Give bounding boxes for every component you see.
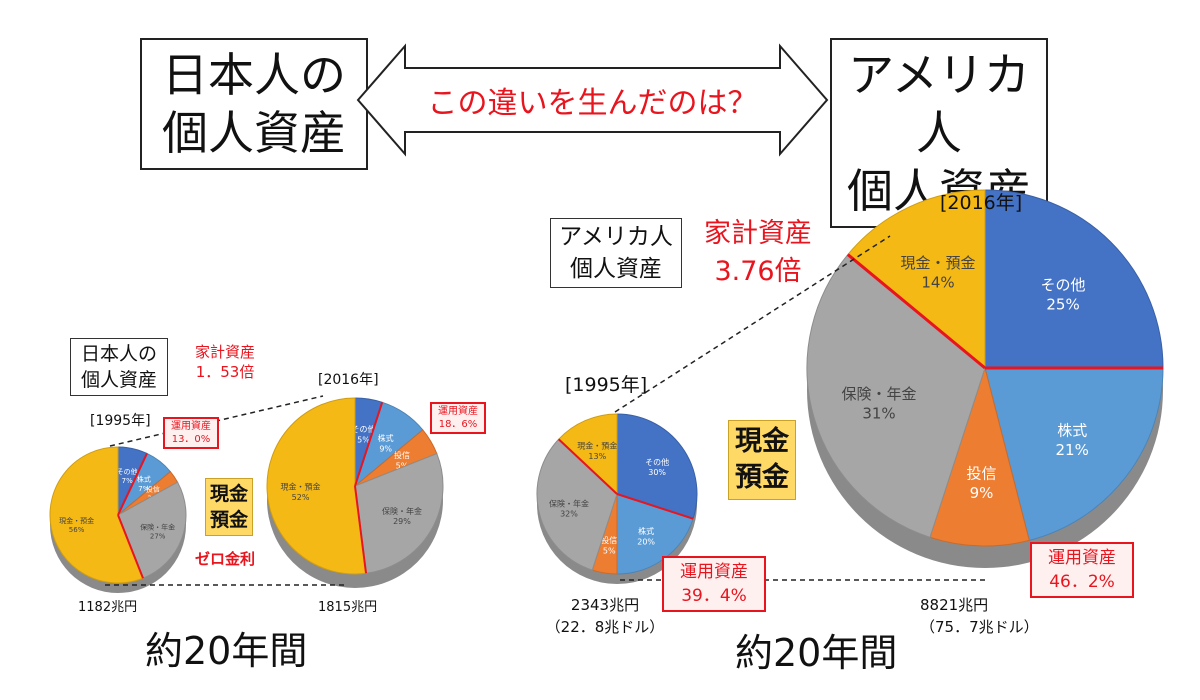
slice-label-2-2: 投信 5% bbox=[601, 535, 617, 555]
slice-label-0-0: その他 7% bbox=[117, 467, 138, 485]
japan-total-1995: 1182兆円 bbox=[78, 600, 138, 615]
usa-invest-1995-label: 運用資産 bbox=[680, 562, 748, 582]
slice-label-1-0: その他 5% bbox=[352, 424, 376, 444]
japan-title-line2: 個人資産 bbox=[80, 369, 157, 391]
slice-label-0-4: 現金・預金 56% bbox=[59, 516, 94, 534]
pie-slice-1-4 bbox=[266, 397, 367, 575]
usa-invest-1995: 運用資産 39．4% bbox=[662, 556, 766, 612]
usa-invest-2016: 運用資産 46．2% bbox=[1030, 542, 1134, 598]
usa-total-2016-usd: （75．7兆ドル） bbox=[920, 618, 1039, 636]
japan-growth-value: 1．53倍 bbox=[195, 363, 255, 381]
japan-title-line1: 日本人の bbox=[80, 343, 157, 365]
usa-total-2016-yen: 8821兆円 bbox=[920, 596, 989, 614]
japan-invest-2016-value: 18．6% bbox=[438, 419, 478, 430]
pie-slice-2-4 bbox=[557, 413, 618, 496]
usa-cash-line1: 現金 bbox=[735, 426, 789, 457]
slice-label-2-1: 株式 20% bbox=[637, 526, 655, 546]
japan-invest-2016-label: 運用資産 bbox=[438, 406, 478, 417]
usa-growth-value: 3.76倍 bbox=[714, 256, 802, 287]
usa-invest-2016-value: 46．2% bbox=[1049, 572, 1115, 592]
slice-label-2-0: その他 30% bbox=[645, 457, 669, 477]
pie-slice-3-1 bbox=[984, 367, 1164, 542]
japan-year-1995: [1995年] bbox=[90, 413, 151, 429]
invest-boundary-1-0 bbox=[354, 401, 384, 487]
pie-slice-0-3 bbox=[117, 481, 187, 579]
usa-title-line1: アメリカ人 bbox=[559, 224, 673, 250]
pie-slice-0-4 bbox=[49, 446, 144, 584]
invest-boundary-2-0 bbox=[616, 493, 694, 520]
usa-box-line1: アメリカ人 bbox=[848, 48, 1030, 160]
slice-label-1-4: 現金・預金 52% bbox=[281, 481, 321, 501]
slice-label-0-1: 株式 7% bbox=[137, 475, 151, 493]
japan-cash-label: 現金 預金 bbox=[205, 478, 253, 536]
slice-label-3-3: 保険・年金 31% bbox=[842, 385, 917, 423]
header-question: この違いを生んだのは？ bbox=[427, 86, 758, 121]
japan-growth-label: 家計資産 bbox=[195, 343, 256, 361]
japan-period: 約20年間 bbox=[145, 629, 308, 673]
japan-year-2016: [2016年] bbox=[318, 372, 379, 388]
japan-box-line1: 日本人の bbox=[162, 48, 346, 102]
pie-slice-2-3 bbox=[536, 438, 618, 571]
japan-invest-1995-label: 運用資産 bbox=[171, 421, 211, 432]
japan-invest-1995: 運用資産 13．0% bbox=[163, 417, 219, 449]
japan-box-line2: 個人資産 bbox=[162, 106, 346, 160]
slice-label-1-3: 保険・年金 29% bbox=[382, 506, 422, 526]
slice-label-1-1: 株式 9% bbox=[378, 433, 394, 453]
usa-year-1995: [1995年] bbox=[565, 374, 648, 396]
usa-total-1995: 2343兆円 （22．8兆ドル） bbox=[545, 594, 665, 638]
usa-growth-label: 家計資産 bbox=[704, 218, 812, 249]
usa-cash-line2: 預金 bbox=[735, 462, 789, 493]
japan-title-box: 日本人の 個人資産 bbox=[70, 338, 168, 396]
invest-boundary-2-1 bbox=[557, 438, 618, 495]
slice-label-2-3: 保険・年金 32% bbox=[549, 498, 589, 518]
pie-slice-2-0 bbox=[616, 413, 698, 520]
slice-label-3-0: その他 25% bbox=[1041, 276, 1086, 314]
invest-boundary-1-1 bbox=[354, 485, 368, 574]
double-arrow bbox=[356, 43, 829, 157]
usa-title-line2: 個人資産 bbox=[570, 256, 662, 282]
pie-slice-3-0 bbox=[984, 189, 1164, 369]
slice-label-2-4: 現金・預金 13% bbox=[577, 440, 617, 460]
pie-slice-3-3 bbox=[806, 253, 986, 538]
usa-title-box: アメリカ人 個人資産 bbox=[550, 218, 682, 288]
usa-invest-1995-value: 39．4% bbox=[681, 586, 747, 606]
invest-boundary-0-1 bbox=[117, 514, 144, 579]
pie-slice-3-2 bbox=[929, 366, 1030, 547]
japan-zero-rate: ゼロ金利 bbox=[195, 550, 256, 568]
usa-total-1995-usd: （22．8兆ドル） bbox=[545, 618, 665, 636]
usa-total-2016: 8821兆円 （75．7兆ドル） bbox=[920, 594, 1039, 638]
invest-boundary-0-0 bbox=[117, 453, 148, 516]
usa-total-1995-yen: 2343兆円 bbox=[570, 596, 640, 614]
japan-cash-line1: 現金 bbox=[209, 483, 248, 505]
usa-cash-label: 現金 預金 bbox=[728, 420, 796, 500]
usa-growth-connector bbox=[614, 235, 891, 413]
usa-year-2016: [2016年] bbox=[940, 192, 1023, 214]
slice-label-1-2: 投信 5% bbox=[394, 450, 410, 470]
japan-cash-line2: 預金 bbox=[209, 509, 248, 531]
slice-label-0-3: 保険・年金 27% bbox=[140, 522, 175, 540]
japan-assets-box: 日本人の 個人資産 bbox=[140, 38, 368, 170]
usa-growth: 家計資産 3.76倍 bbox=[704, 215, 812, 291]
slice-label-3-2: 投信 9% bbox=[967, 464, 997, 502]
usa-invest-2016-label: 運用資産 bbox=[1048, 548, 1116, 568]
japan-total-2016: 1815兆円 bbox=[318, 600, 378, 615]
slice-label-3-4: 現金・預金 14% bbox=[901, 254, 976, 292]
usa-period: 約20年間 bbox=[735, 631, 898, 675]
japan-invest-1995-value: 13．0% bbox=[171, 434, 211, 445]
pie-slice-3-4 bbox=[847, 189, 986, 370]
japan-invest-2016: 運用資産 18．6% bbox=[430, 402, 486, 434]
japan-growth: 家計資産 1．53倍 bbox=[195, 342, 255, 382]
slice-label-3-1: 株式 21% bbox=[1056, 422, 1089, 460]
invest-boundary-3-1 bbox=[846, 253, 986, 370]
pie-slice-1-3 bbox=[354, 452, 444, 574]
